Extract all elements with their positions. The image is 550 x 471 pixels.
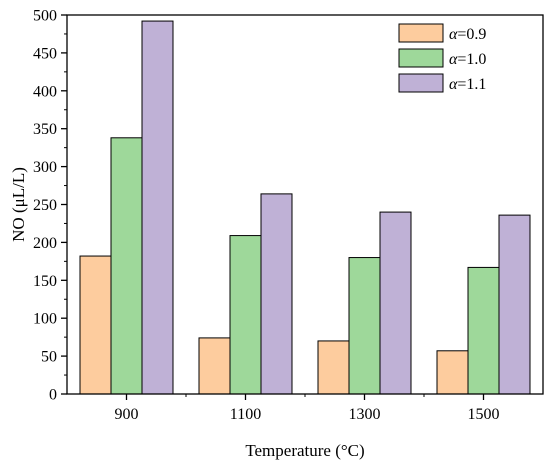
y-axis-ticks: 0 50 100 150 200 250 300 350 400 450 500 — [33, 8, 67, 404]
bars-layer — [79, 20, 531, 395]
y-tick-label: 250 — [33, 197, 57, 214]
x-tick-label: 1500 — [468, 406, 500, 423]
y-tick-label: 300 — [33, 159, 57, 176]
legend-label-value: =1.1 — [457, 76, 486, 93]
legend: α=0.9α=1.0α=1.1 — [398, 23, 486, 93]
bar-1500-series-1 — [436, 350, 469, 395]
y-tick-label: 200 — [33, 235, 57, 252]
y-tick-label: 350 — [33, 121, 57, 138]
y-tick-label: 50 — [41, 349, 57, 366]
y-axis-label: NO (μL/L) — [9, 167, 28, 242]
x-tick-label: 1300 — [349, 406, 381, 423]
legend-label-symbol: α — [449, 76, 458, 93]
x-axis-ticks: 900 1100 1300 1500 — [115, 394, 500, 423]
y-tick-label: 500 — [33, 8, 57, 25]
bar-1100-series-3 — [260, 193, 293, 395]
y-tick-label: 400 — [33, 83, 57, 100]
bar-1100-series-2 — [229, 235, 262, 395]
legend-label: α=0.9 — [449, 26, 486, 43]
bar-1100-series-1 — [198, 337, 231, 395]
legend-label-value: =0.9 — [457, 26, 486, 43]
legend-swatch — [398, 23, 444, 43]
y-tick-label: 450 — [33, 45, 57, 62]
bar-900-series-1 — [79, 255, 112, 395]
bar-900-series-2 — [110, 137, 143, 395]
y-tick-label: 100 — [33, 311, 57, 328]
bar-900-series-3 — [141, 20, 174, 395]
x-axis-label: Temperature (°C) — [245, 441, 364, 460]
legend-swatch — [398, 48, 444, 68]
bar-1500-series-3 — [498, 214, 531, 395]
bar-1300-series-2 — [348, 257, 381, 395]
bar-1500-series-2 — [467, 266, 500, 395]
legend-swatch — [398, 73, 444, 93]
legend-label-symbol: α — [449, 26, 458, 43]
x-tick-label: 1100 — [230, 406, 261, 423]
bar-1300-series-3 — [379, 211, 412, 395]
y-tick-label: 0 — [49, 387, 57, 404]
bar-1300-series-1 — [317, 340, 350, 395]
legend-label-symbol: α — [449, 51, 458, 68]
legend-label: α=1.1 — [449, 76, 486, 93]
legend-label: α=1.0 — [449, 51, 486, 68]
y-tick-label: 150 — [33, 273, 57, 290]
x-tick-label: 900 — [115, 406, 139, 423]
legend-label-value: =1.0 — [457, 51, 486, 68]
